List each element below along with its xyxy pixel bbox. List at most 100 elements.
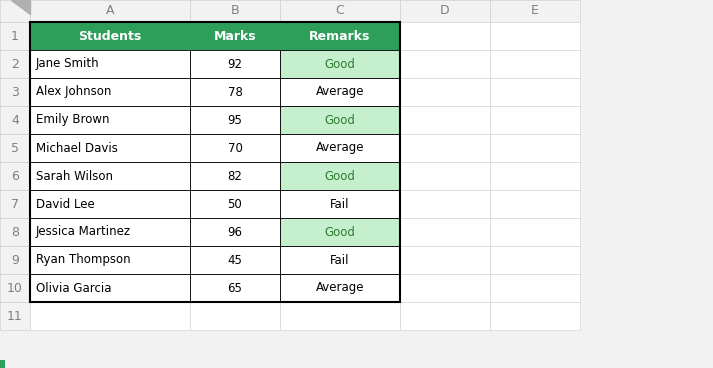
Text: 45: 45 [227, 254, 242, 266]
Text: Fail: Fail [330, 254, 350, 266]
Bar [0, 78, 30, 106]
Text: Alex Johnson: Alex Johnson [36, 85, 111, 99]
Text: 10: 10 [7, 282, 23, 294]
Text: Fail: Fail [330, 198, 350, 210]
Bar [0, 246, 30, 274]
Bar [490, 22, 580, 50]
Text: 78: 78 [227, 85, 242, 99]
Bar [30, 274, 190, 302]
Bar [30, 134, 190, 162]
Text: 4: 4 [11, 113, 19, 127]
Text: 70: 70 [227, 142, 242, 155]
Bar [400, 50, 490, 78]
Bar [280, 50, 400, 78]
Text: B: B [231, 4, 240, 18]
Bar [190, 190, 280, 218]
Bar [30, 302, 190, 330]
Text: Ryan Thompson: Ryan Thompson [36, 254, 130, 266]
Bar [190, 134, 280, 162]
Bar [280, 302, 400, 330]
Bar [280, 0, 400, 22]
Text: 3: 3 [11, 85, 19, 99]
Text: Good: Good [324, 226, 356, 238]
Bar [30, 0, 190, 22]
Text: Good: Good [324, 57, 356, 71]
Text: Marks: Marks [214, 29, 256, 42]
Bar [400, 78, 490, 106]
Polygon shape [11, 0, 30, 14]
Text: 1: 1 [11, 29, 19, 42]
Bar [190, 50, 280, 78]
Bar [190, 106, 280, 134]
Bar [490, 246, 580, 274]
Text: Michael Davis: Michael Davis [36, 142, 118, 155]
Bar [190, 78, 280, 106]
Bar [280, 246, 400, 274]
Text: A: A [106, 4, 114, 18]
Text: Average: Average [316, 85, 364, 99]
Bar [190, 162, 280, 190]
Text: 65: 65 [227, 282, 242, 294]
Bar [0, 0, 30, 22]
Bar [490, 190, 580, 218]
Bar [400, 302, 490, 330]
Bar [0, 190, 30, 218]
Bar [490, 302, 580, 330]
Text: 2: 2 [11, 57, 19, 71]
Text: 8: 8 [11, 226, 19, 238]
Bar [0, 274, 30, 302]
Text: Average: Average [316, 142, 364, 155]
Bar [280, 22, 400, 50]
Text: Good: Good [324, 113, 356, 127]
Text: 9: 9 [11, 254, 19, 266]
Text: 11: 11 [7, 309, 23, 322]
Bar [400, 134, 490, 162]
Bar [490, 274, 580, 302]
Bar [490, 50, 580, 78]
Text: 95: 95 [227, 113, 242, 127]
Bar [0, 218, 30, 246]
Text: 82: 82 [227, 170, 242, 183]
Text: D: D [440, 4, 450, 18]
Bar [400, 0, 490, 22]
Bar [280, 162, 400, 190]
Bar [280, 106, 400, 134]
Bar [30, 78, 190, 106]
Bar [490, 106, 580, 134]
Text: 6: 6 [11, 170, 19, 183]
Text: Emily Brown: Emily Brown [36, 113, 110, 127]
Bar [0, 302, 30, 330]
Text: E: E [531, 4, 539, 18]
Bar [0, 50, 30, 78]
Bar [400, 162, 490, 190]
Bar [30, 218, 190, 246]
Text: Good: Good [324, 170, 356, 183]
Bar [490, 134, 580, 162]
Text: Sarah Wilson: Sarah Wilson [36, 170, 113, 183]
Bar [490, 0, 580, 22]
Bar [30, 22, 400, 302]
Bar [0, 106, 30, 134]
Bar [190, 218, 280, 246]
Bar [190, 0, 280, 22]
Bar [490, 218, 580, 246]
Bar [30, 246, 190, 274]
Text: Olivia Garcia: Olivia Garcia [36, 282, 111, 294]
Text: 7: 7 [11, 198, 19, 210]
Bar [30, 50, 190, 78]
Bar [30, 162, 190, 190]
Bar [490, 162, 580, 190]
Bar [400, 22, 490, 50]
Bar [280, 78, 400, 106]
Text: 92: 92 [227, 57, 242, 71]
Bar [280, 218, 400, 246]
Text: Average: Average [316, 282, 364, 294]
Bar [30, 190, 190, 218]
Bar [0, 360, 5, 368]
Bar [400, 190, 490, 218]
Bar [280, 190, 400, 218]
Bar [490, 78, 580, 106]
Bar [400, 246, 490, 274]
Bar [30, 22, 190, 50]
Bar [190, 22, 280, 50]
